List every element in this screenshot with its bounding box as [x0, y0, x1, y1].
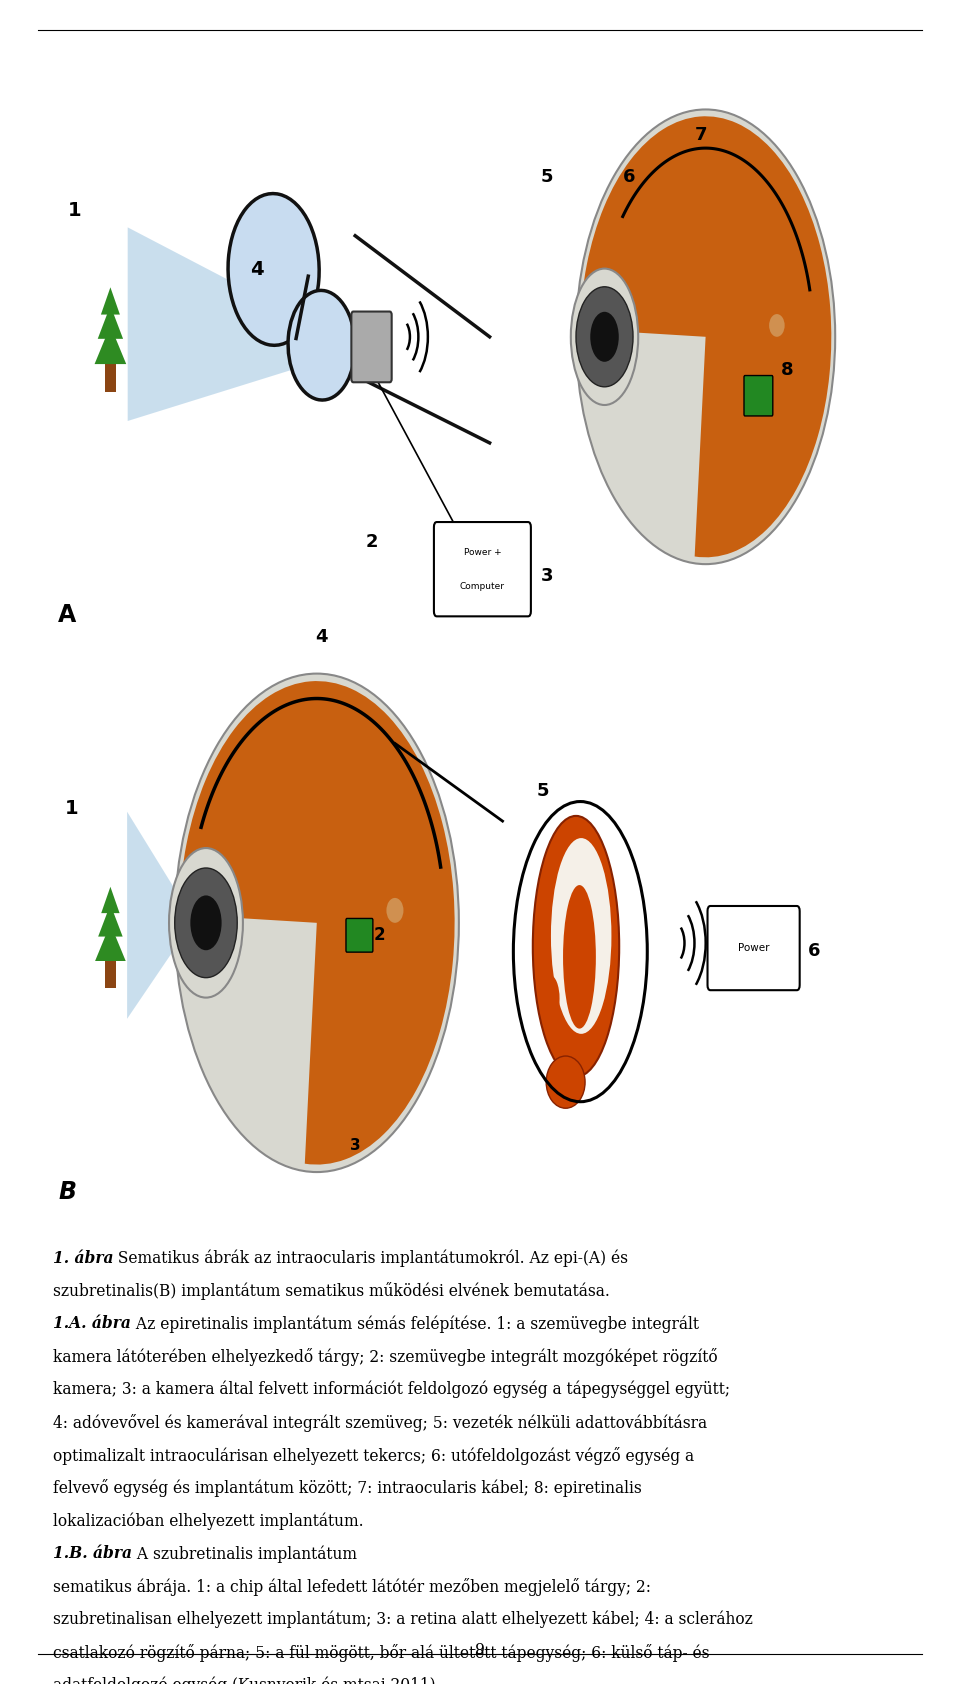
Text: felvevő egység és implantátum között; 7: intraocularis kábel; 8: epiretinalis: felvevő egység és implantátum között; 7:…	[53, 1480, 641, 1497]
Text: kamera; 3: a kamera által felvett információt feldolgozó egység a tápegységgel e: kamera; 3: a kamera által felvett inform…	[53, 1381, 730, 1398]
Ellipse shape	[563, 886, 596, 1029]
Ellipse shape	[540, 975, 560, 1022]
Text: optimalizalt intraoculárisan elhelyezett tekercs; 6: utófeldolgozást végző egysé: optimalizalt intraoculárisan elhelyezett…	[53, 1447, 694, 1465]
Text: csatlakozó rögzítő párna; 5: a fül mögött, bőr alá ültetett tápegység; 6: külső : csatlakozó rögzítő párna; 5: a fül mögöt…	[53, 1644, 709, 1662]
Text: lokalizacióban elhelyezett implantátum.: lokalizacióban elhelyezett implantátum.	[53, 1512, 369, 1529]
Circle shape	[190, 896, 222, 950]
Text: 3: 3	[540, 568, 554, 584]
Text: 1: 1	[68, 200, 82, 221]
Circle shape	[175, 867, 237, 978]
Text: 3: 3	[349, 1138, 361, 1152]
Ellipse shape	[288, 290, 355, 401]
Polygon shape	[127, 812, 206, 1019]
Circle shape	[576, 109, 835, 564]
Text: 7: 7	[694, 126, 708, 143]
Text: B: B	[59, 1180, 76, 1204]
Text: Power +: Power +	[464, 547, 501, 557]
Text: szubretinalis(B) implantátum sematikus működési elvének bemutatása.: szubretinalis(B) implantátum sematikus m…	[53, 1283, 610, 1300]
Text: Power: Power	[738, 943, 769, 953]
Circle shape	[576, 286, 633, 387]
Text: kamera látóterében elhelyezkedő tárgy; 2: szemüvegbe integrált mozgóképet rögzít: kamera látóterében elhelyezkedő tárgy; 2…	[53, 1347, 717, 1366]
Polygon shape	[95, 925, 126, 962]
Text: 8: 8	[780, 362, 794, 379]
Text: Az epiretinalis implantátum sémás felépítése. 1: a szemüvegbe integrált: Az epiretinalis implantátum sémás felépí…	[131, 1315, 699, 1332]
Ellipse shape	[571, 268, 638, 404]
Text: 4: 4	[315, 628, 328, 645]
Text: 5: 5	[536, 783, 549, 800]
Ellipse shape	[228, 194, 319, 345]
Wedge shape	[580, 116, 831, 557]
Text: 1.B. ábra: 1.B. ábra	[53, 1546, 132, 1563]
Ellipse shape	[551, 839, 612, 1034]
Text: Sematikus ábrák az intraocularis implantátumokról. Az epi-(A) és: Sematikus ábrák az intraocularis implant…	[113, 1250, 628, 1266]
Text: 1. ábra: 1. ábra	[53, 1250, 113, 1266]
FancyBboxPatch shape	[708, 906, 800, 990]
Ellipse shape	[387, 898, 403, 923]
Text: adatfeldolgozó egység (Kusnyerik és mtsai 2011).: adatfeldolgozó egység (Kusnyerik és mtsa…	[53, 1677, 441, 1684]
Polygon shape	[101, 887, 120, 913]
Text: 2: 2	[365, 534, 378, 551]
Text: 1: 1	[65, 798, 79, 818]
Text: 4: 4	[251, 259, 264, 280]
Ellipse shape	[533, 817, 619, 1078]
Text: szubretinalisan elhelyezett implantátum; 3: a retina alatt elhelyezett kábel; 4:: szubretinalisan elhelyezett implantátum;…	[53, 1610, 753, 1628]
Ellipse shape	[546, 1056, 585, 1108]
Circle shape	[175, 674, 459, 1172]
Circle shape	[590, 312, 619, 362]
FancyBboxPatch shape	[346, 918, 372, 951]
FancyBboxPatch shape	[434, 522, 531, 616]
Polygon shape	[94, 325, 127, 364]
Text: 6: 6	[807, 943, 821, 960]
Bar	[105, 364, 116, 392]
Text: Computer: Computer	[460, 581, 505, 591]
Polygon shape	[128, 227, 360, 421]
Text: A: A	[58, 603, 77, 626]
Text: 2: 2	[373, 926, 385, 943]
Wedge shape	[180, 680, 455, 1165]
Ellipse shape	[169, 849, 243, 997]
Polygon shape	[101, 288, 120, 315]
Ellipse shape	[769, 313, 784, 337]
Text: 5: 5	[540, 168, 554, 185]
Text: sematikus ábrája. 1: a chip által lefedett látótér mezőben megjelelő tárgy; 2:: sematikus ábrája. 1: a chip által lefede…	[53, 1578, 651, 1596]
Text: 1.A. ábra: 1.A. ábra	[53, 1315, 131, 1332]
Text: 6: 6	[622, 168, 636, 185]
FancyBboxPatch shape	[744, 376, 773, 416]
Polygon shape	[98, 305, 123, 338]
Bar	[105, 962, 116, 989]
Polygon shape	[98, 904, 123, 936]
FancyBboxPatch shape	[351, 312, 392, 382]
Text: -9-: -9-	[470, 1644, 490, 1657]
Text: 4: adóvevővel és kamerával integrált szemüveg; 5: vezeték nélküli adattovábbítás: 4: adóvevővel és kamerával integrált sze…	[53, 1415, 707, 1431]
Text: A szubretinalis implantátum: A szubretinalis implantátum	[132, 1546, 357, 1563]
